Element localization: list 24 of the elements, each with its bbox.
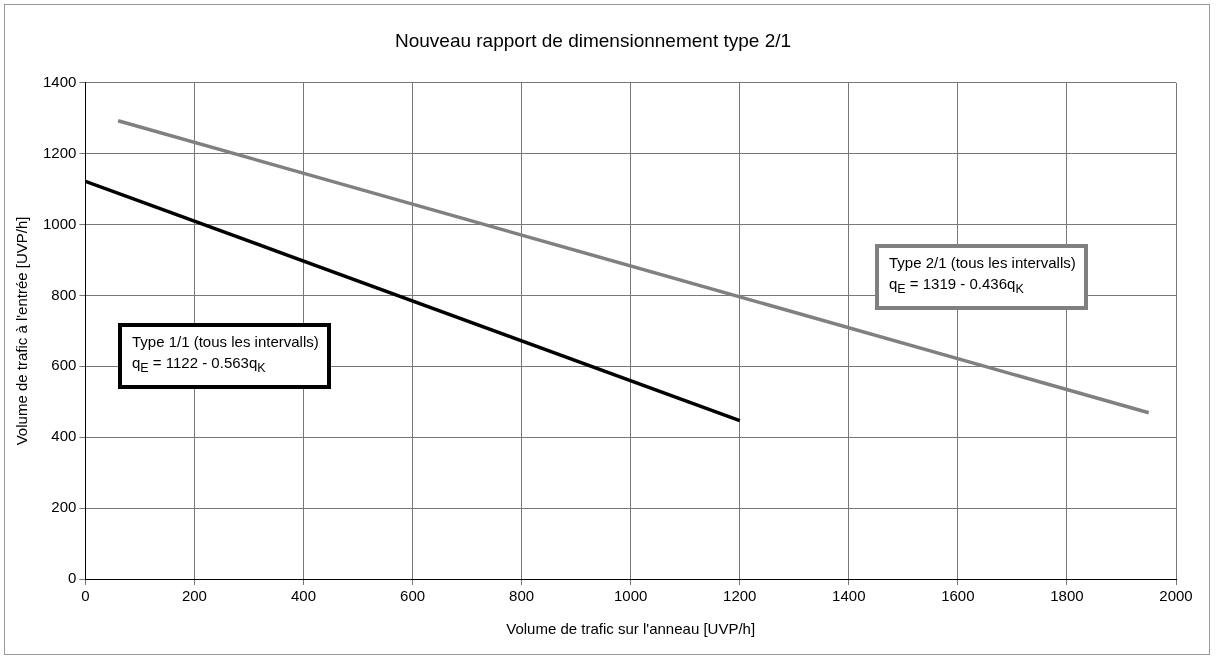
chart-title: Nouveau rapport de dimensionnement type 2/1 (394, 29, 792, 51)
x-tick-label: 200 (181, 587, 207, 605)
x-tick-label: 800 (509, 587, 535, 605)
annotation: Type 2/1 (tous les intervalls) q$_{E}$ = 1319 - 0.436q$_{K}$ (875, 244, 1088, 310)
x-tick-label: 1600 (941, 587, 975, 605)
x-tick-label: 1400 (832, 587, 866, 605)
x-tick-label: 400 (290, 587, 317, 605)
y-tick-label: 1400 (42, 72, 77, 90)
x-tick-label: 0 (81, 587, 90, 605)
x-tick-label: 1200 (723, 587, 757, 605)
x-tick-label: 1000 (614, 587, 648, 605)
y-tick-label: 200 (51, 498, 77, 516)
x-tick-label: 2000 (1159, 587, 1193, 605)
annotation: Type 1/1 (tous les intervalls) q$_{E}$ = 1122 - 0.563q$_{K}$ (118, 323, 331, 389)
y-tick-label: 800 (51, 285, 77, 303)
x-tick-label: 1800 (1050, 587, 1084, 605)
y-tick-label: 1200 (42, 143, 77, 161)
y-axis-title: Volume de trafic à l'entrée [UVP/h] (13, 216, 31, 446)
y-tick-label: 600 (51, 356, 77, 374)
y-tick-label: 400 (51, 427, 77, 445)
y-tick-label: 1000 (42, 214, 77, 232)
y-tick-label: 0 (68, 569, 77, 587)
x-tick-label: 600 (400, 587, 426, 605)
x-axis-title: Volume de trafic sur l'anneau [UVP/h] (506, 620, 756, 638)
